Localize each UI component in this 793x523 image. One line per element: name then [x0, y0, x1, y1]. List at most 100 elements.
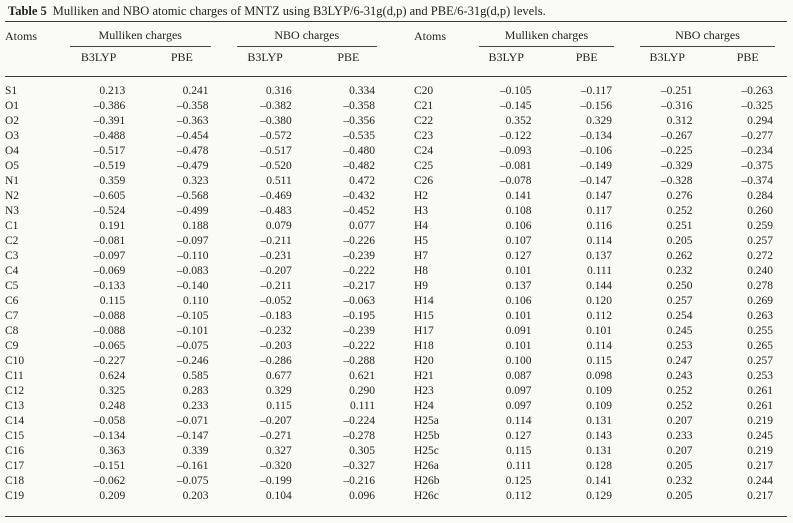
charge-value: –0.133 [93, 280, 126, 292]
charge-value: 0.203 [182, 490, 209, 502]
charge-value: –0.469 [260, 190, 292, 202]
atom-label: C12 [5, 385, 25, 397]
atom-label: H25b [414, 430, 440, 442]
charge-value: –0.239 [343, 250, 375, 262]
charges-table-left: Atoms Mulliken charges NBO charges B3LYP… [5, 28, 390, 504]
charge-value: –0.382 [260, 100, 292, 112]
charge-value: 0.111 [586, 265, 612, 277]
charge-value: 0.117 [586, 205, 612, 217]
atom-label: N2 [5, 190, 20, 202]
charge-value: 0.621 [349, 370, 375, 382]
charges-table-right: Atoms Mulliken charges NBO charges B3LYP… [414, 28, 788, 504]
table-row: H2 0.141 0.147 0.276 0.284 [414, 189, 788, 204]
charge-value: 0.359 [99, 175, 126, 187]
table-row: C13 0.248 0.233 0.115 0.111 [5, 399, 390, 414]
table-row: S1 0.213 0.241 0.316 0.334 [5, 84, 390, 99]
charge-value: 0.115 [586, 355, 612, 367]
charge-value: 0.100 [505, 355, 532, 367]
charge-value: 0.511 [266, 175, 292, 187]
charge-value: 0.677 [265, 370, 292, 382]
table-row: H21 0.087 0.098 0.243 0.253 [414, 369, 788, 384]
charge-value: 0.098 [586, 370, 612, 382]
charge-value: 0.131 [586, 415, 612, 427]
charge-value: –0.211 [260, 235, 292, 247]
charges-table-left-body: S1 0.213 0.241 0.316 0.334 O1 –0.386 –0.358 –0.3… [5, 84, 390, 504]
charge-value: 0.104 [265, 490, 292, 502]
charge-value: 0.269 [747, 295, 773, 307]
charge-value: 0.219 [747, 445, 773, 457]
charge-value: 0.111 [506, 460, 532, 472]
charge-value: 0.278 [747, 280, 773, 292]
charge-value: –0.097 [176, 235, 209, 247]
charge-value: –0.286 [260, 355, 292, 367]
charge-value: –0.454 [176, 130, 209, 142]
atom-label: C24 [414, 145, 434, 157]
nbo-b3lyp-header: B3LYP [649, 50, 685, 64]
atom-label: H25c [414, 445, 439, 457]
charge-value: 0.106 [505, 220, 532, 232]
charge-value: –0.216 [343, 475, 375, 487]
charge-value: 0.323 [182, 175, 209, 187]
charge-value: –0.452 [343, 205, 375, 217]
charge-value: 0.137 [586, 250, 612, 262]
table-row: C17 –0.151 –0.161 –0.320 –0.327 [5, 459, 390, 474]
charge-value: 0.107 [505, 235, 532, 247]
nbo-group-header: NBO charges [224, 28, 391, 48]
charge-value: –0.535 [343, 130, 375, 142]
charge-value: –0.251 [660, 85, 693, 97]
charge-value: –0.278 [343, 430, 375, 442]
mulliken-pbe-header: PBE [170, 50, 193, 64]
charge-value: –0.356 [343, 115, 375, 127]
charge-value: –0.480 [343, 145, 375, 157]
charge-value: 0.245 [666, 325, 693, 337]
charge-value: 0.252 [666, 385, 693, 397]
charge-value: –0.222 [343, 265, 375, 277]
charge-value: 0.241 [182, 85, 209, 97]
atom-label: O2 [5, 115, 20, 127]
charge-value: 0.217 [747, 490, 773, 502]
atom-label: C15 [5, 430, 25, 442]
charge-value: –0.075 [176, 340, 209, 352]
charge-value: –0.224 [343, 415, 375, 427]
charge-value: –0.203 [260, 340, 292, 352]
table-row: C5 –0.133 –0.140 –0.211 –0.217 [5, 279, 390, 294]
charge-value: 0.257 [747, 355, 773, 367]
header-rule [5, 76, 787, 77]
charge-value: 0.213 [99, 85, 126, 97]
charge-value: –0.052 [260, 295, 292, 307]
charge-value: –0.105 [499, 85, 532, 97]
charge-value: 0.329 [265, 385, 292, 397]
charge-value: –0.363 [176, 115, 209, 127]
charge-value: 0.111 [349, 400, 375, 412]
table-number: Table 5 [8, 4, 47, 18]
sub-header-row: B3LYP PBE B3LYP PBE [414, 48, 788, 84]
atom-label: H26b [414, 475, 440, 487]
charge-value: 0.101 [586, 325, 612, 337]
charges-table-right-half: Atoms Mulliken charges NBO charges B3LYP… [414, 28, 788, 504]
charge-value: –0.478 [176, 145, 209, 157]
table-row: C16 0.363 0.339 0.327 0.305 [5, 444, 390, 459]
table-row: C15 –0.134 –0.147 –0.271 –0.278 [5, 429, 390, 444]
charge-value: 0.087 [505, 370, 532, 382]
atom-label: C16 [5, 445, 25, 457]
charge-value: 0.253 [747, 370, 773, 382]
charge-value: 0.265 [747, 340, 773, 352]
table-row: C19 0.209 0.203 0.104 0.096 [5, 489, 390, 504]
charge-value: –0.327 [343, 460, 375, 472]
table-row: C25 –0.081 –0.149 –0.329 –0.375 [414, 159, 788, 174]
charge-value: –0.482 [343, 160, 375, 172]
charge-value: 0.260 [747, 205, 773, 217]
charge-value: –0.078 [499, 175, 532, 187]
atom-label: S1 [5, 85, 18, 97]
table-row: C10 –0.227 –0.246 –0.286 –0.288 [5, 354, 390, 369]
charge-value: 0.101 [505, 340, 532, 352]
charge-value: –0.088 [93, 325, 126, 337]
table-row: O1 –0.386 –0.358 –0.382 –0.358 [5, 99, 390, 114]
mulliken-group-header: Mulliken charges [57, 28, 224, 48]
charge-value: –0.499 [176, 205, 209, 217]
charge-value: 0.091 [505, 325, 532, 337]
charge-value: 0.257 [747, 235, 773, 247]
atom-label: H17 [414, 325, 434, 337]
charge-value: 0.284 [747, 190, 773, 202]
table-row: C14 –0.058 –0.071 –0.207 –0.224 [5, 414, 390, 429]
